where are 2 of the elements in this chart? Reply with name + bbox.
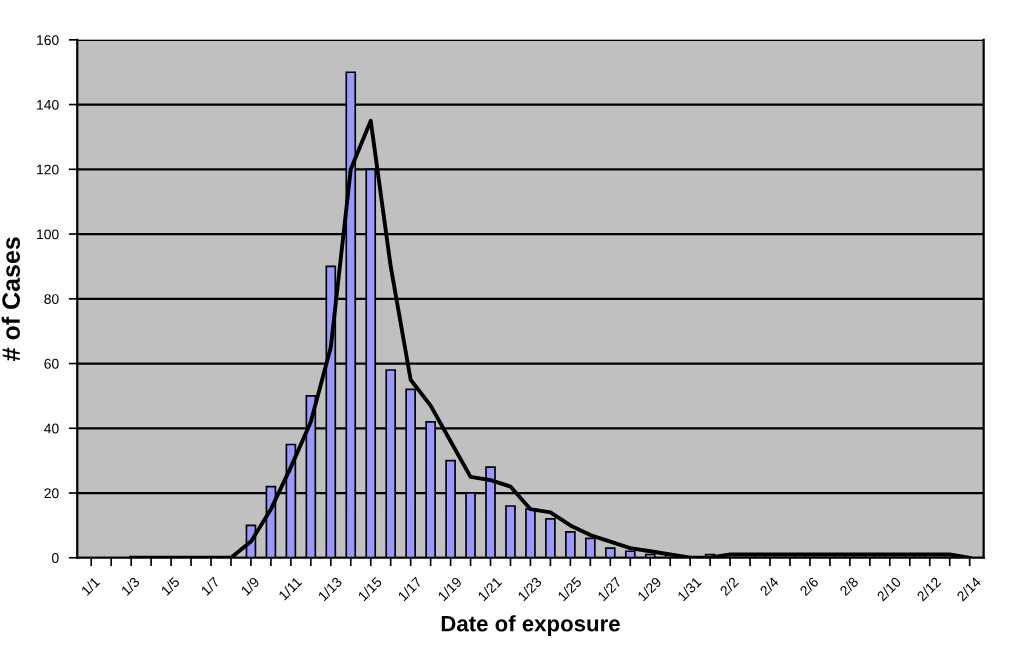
x-axis-title: Date of exposure xyxy=(441,615,620,636)
y-axis-title: # of Cases xyxy=(1,237,20,361)
